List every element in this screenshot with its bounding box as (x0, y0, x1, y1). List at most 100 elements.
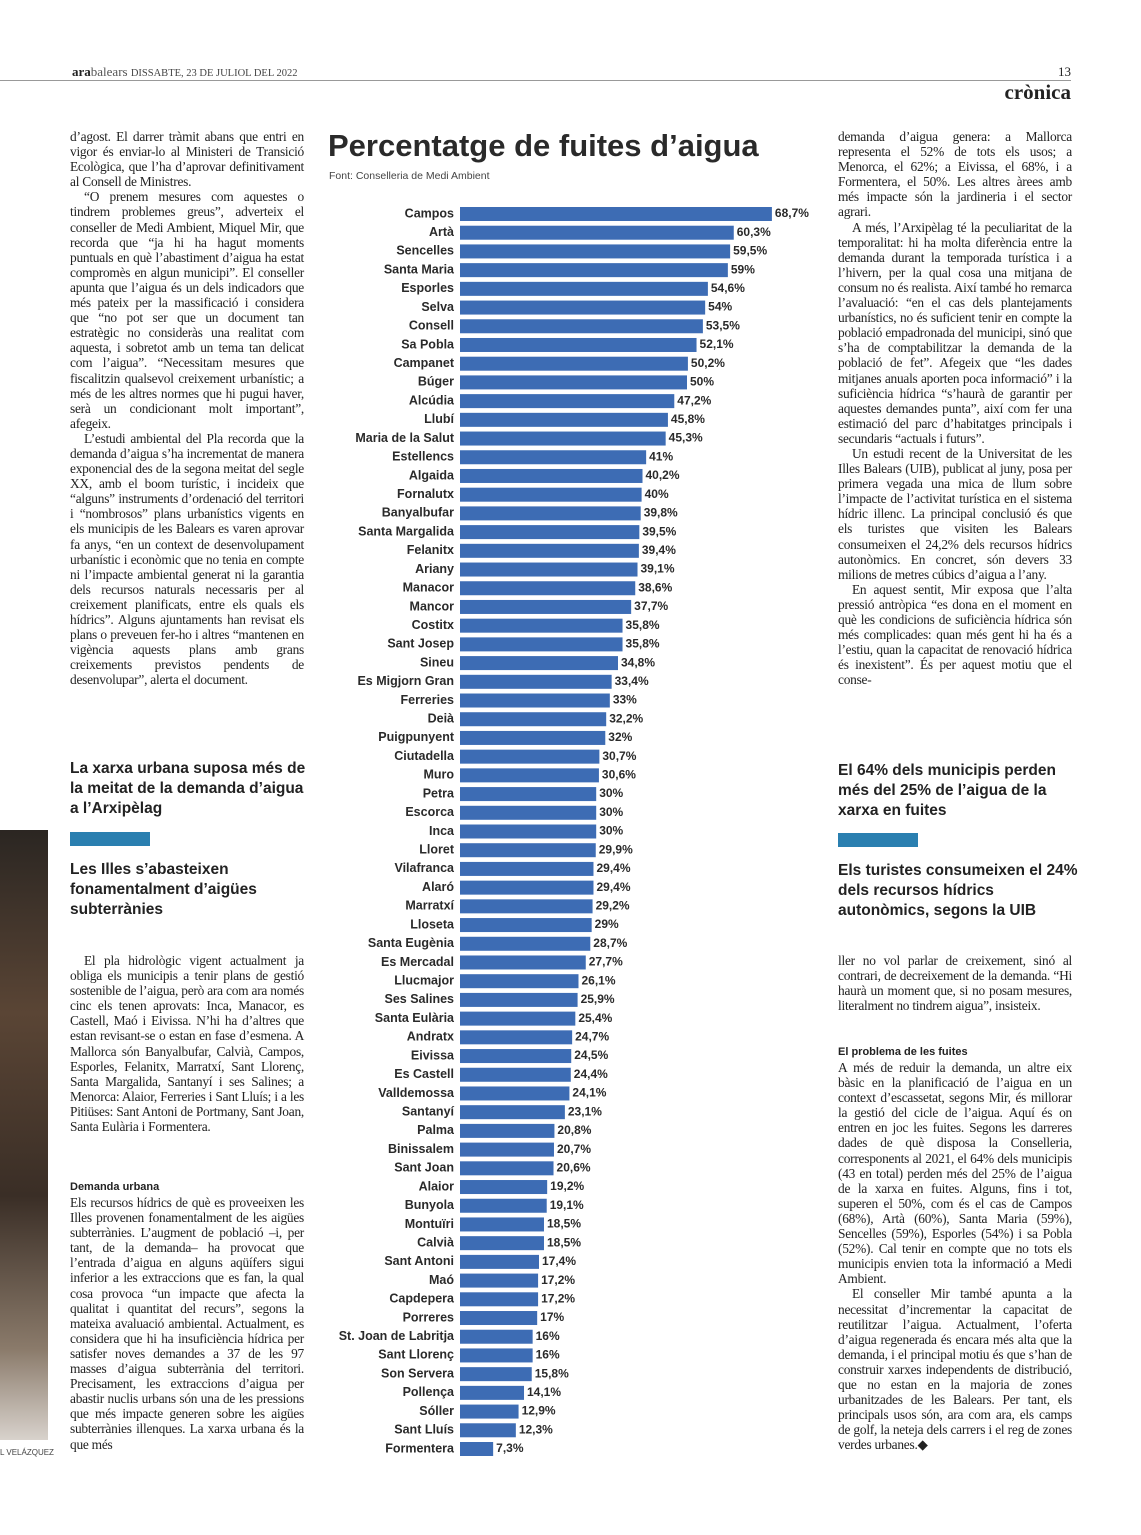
bar (460, 468, 643, 483)
bar (460, 974, 579, 989)
value-label: 30% (599, 786, 623, 800)
bar (460, 824, 597, 839)
category-label: Lloseta (410, 917, 455, 931)
paragraph: d’agost. El darrer tràmit abans que entr… (70, 129, 304, 190)
bar (460, 1105, 565, 1120)
value-label: 29,2% (596, 899, 630, 913)
category-label: Es Migjorn Gran (357, 674, 454, 688)
value-label: 20,6% (557, 1160, 591, 1174)
bar (460, 1217, 544, 1232)
category-label: Alaró (422, 880, 454, 894)
bar (460, 1254, 539, 1269)
category-label: Artà (429, 225, 454, 239)
paragraph: El conseller Mir també apunta a la neces… (838, 1286, 1072, 1453)
category-label: Eivissa (411, 1048, 455, 1062)
category-label: St. Joan de Labritja (339, 1329, 455, 1343)
bar (460, 1273, 539, 1288)
bar (460, 1030, 573, 1045)
value-label: 45,3% (669, 431, 703, 445)
bar (460, 899, 593, 914)
category-label: Sant Antoni (384, 1254, 454, 1268)
bar (460, 543, 639, 558)
bar (460, 992, 578, 1007)
value-label: 60,3% (737, 225, 771, 239)
value-label: 24,5% (574, 1048, 608, 1062)
value-label: 29,4% (596, 880, 630, 894)
value-label: 47,2% (677, 393, 711, 407)
value-label: 35,8% (626, 637, 660, 651)
category-label: Santa Maria (384, 262, 455, 276)
category-label: Santanyí (402, 1104, 455, 1118)
page-number: 13 (1058, 64, 1071, 79)
category-label: Consell (409, 319, 454, 333)
bar (460, 319, 703, 334)
category-label: Andratx (407, 1030, 454, 1044)
category-label: Porreres (403, 1310, 454, 1324)
bar (460, 955, 586, 970)
value-label: 39,5% (642, 524, 676, 538)
paragraph: El pla hidrològic vigent actualment ja o… (70, 953, 304, 1135)
category-label: Es Mercadal (381, 955, 454, 969)
bar (460, 375, 687, 390)
subhead: Demanda urbana (70, 1181, 160, 1193)
value-label: 18,5% (547, 1235, 581, 1249)
category-label: Felanitx (407, 543, 454, 557)
bar (460, 281, 708, 296)
value-label: 17,2% (541, 1273, 575, 1287)
bar (460, 1086, 570, 1101)
value-label: 16% (536, 1348, 560, 1362)
brand: balears (90, 64, 128, 79)
category-label: Sóller (419, 1404, 454, 1418)
category-label: Marratxí (405, 899, 454, 913)
value-label: 29,4% (596, 861, 630, 875)
section: crònica (1004, 80, 1071, 104)
value-label: 27,7% (589, 955, 623, 969)
bar (460, 394, 675, 409)
headline: Els turistes consumeixen el 24% dels rec… (838, 862, 1078, 919)
value-label: 17,4% (542, 1254, 576, 1268)
value-label: 54,6% (711, 281, 745, 295)
headline: La xarxa urbana suposa més de la meitat … (70, 760, 306, 817)
value-label: 23,1% (568, 1104, 602, 1118)
category-label: Santa Eugènia (368, 936, 455, 950)
paragraph: Un estudi recent de la Universitat de le… (838, 445, 1072, 582)
bar (460, 768, 599, 783)
bar (460, 1404, 519, 1419)
bar (460, 936, 591, 951)
category-label: Petra (423, 786, 455, 800)
date: DISSABTE, 23 DE JULIOL DEL 2022 (130, 68, 298, 79)
chart: Percentatge de fuites d’aigua Font: Cons… (328, 128, 809, 1456)
value-label: 18,5% (547, 1217, 581, 1231)
category-label: Llucmajor (394, 973, 454, 987)
bar (460, 1442, 494, 1456)
paragraph: A més, l’Arxipèlag té la peculiaritat de… (838, 219, 1072, 446)
category-label: Maó (429, 1273, 454, 1287)
value-label: 30,7% (602, 749, 636, 763)
bar (460, 637, 623, 652)
category-label: Campos (405, 206, 454, 220)
category-label: Algaida (409, 468, 455, 482)
category-label: Es Castell (394, 1067, 454, 1081)
bar (460, 1180, 548, 1195)
category-label: Búger (418, 375, 454, 389)
category-label: Campanet (394, 356, 455, 370)
category-label: Puigpunyent (378, 730, 455, 744)
category-label: Ciutadella (394, 749, 455, 763)
paragraph: “O prenem mesures com aquestes o tindrem… (70, 189, 304, 431)
category-label: Ses Salines (385, 992, 455, 1006)
bar (460, 1423, 516, 1438)
bar (460, 1348, 533, 1363)
value-label: 54% (708, 300, 732, 314)
bar (460, 1049, 572, 1064)
bar (460, 562, 638, 577)
value-label: 37,7% (634, 599, 668, 613)
value-label: 17% (540, 1310, 564, 1324)
category-label: Alaior (419, 1179, 455, 1193)
value-label: 39,4% (642, 543, 676, 557)
value-label: 45,8% (671, 412, 705, 426)
value-label: 50% (690, 375, 714, 389)
headline: El 64% dels municipis perden més del 25%… (838, 762, 1056, 819)
category-label: Calvià (417, 1235, 454, 1249)
bar (460, 693, 610, 708)
rule (0, 80, 1071, 81)
